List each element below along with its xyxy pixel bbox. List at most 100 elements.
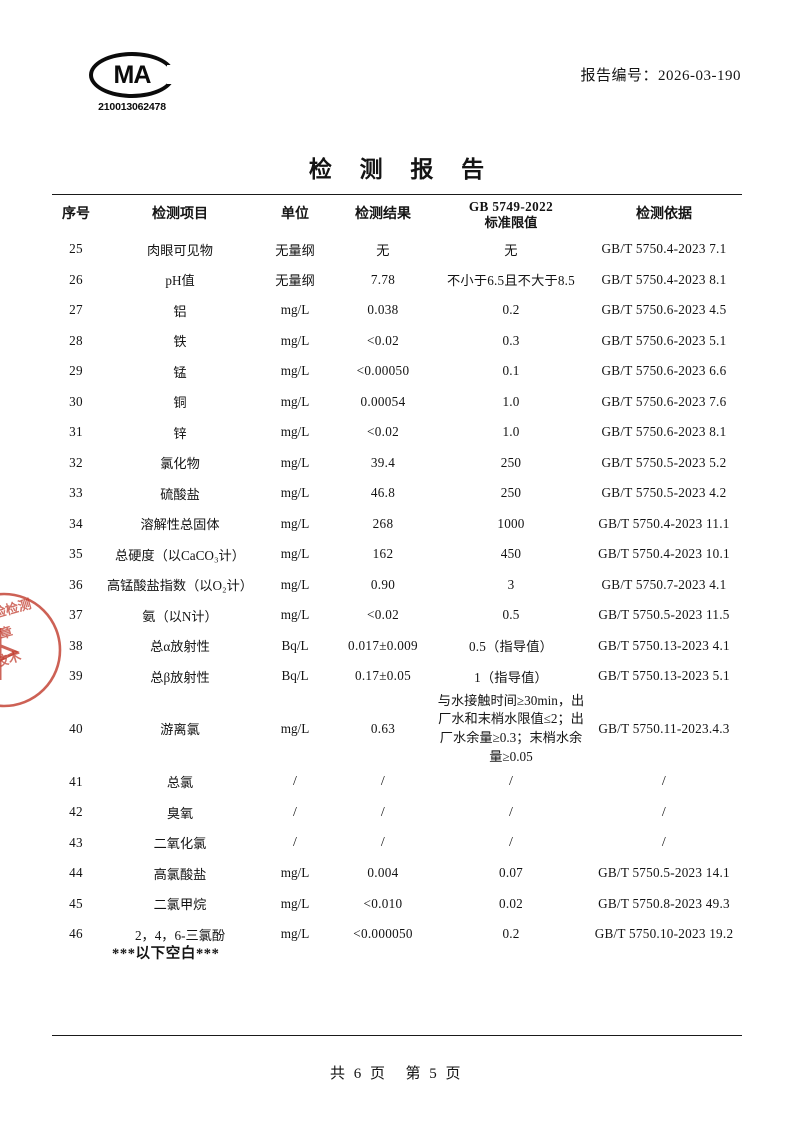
not-applicable-mark: / <box>380 774 386 790</box>
column-header-limit: GB 5749-2022 标准限值 <box>436 198 586 234</box>
table-body: 25 肉眼可见物 无量纲无无 GB/T 5750.4-2023 7.1 26 pH值 无量纲… <box>52 234 742 949</box>
cell-method: / <box>586 797 742 828</box>
cell-no: 35 <box>69 546 83 562</box>
cell-limit: 0.07 <box>499 865 523 881</box>
cell-no: 25 <box>69 241 83 257</box>
table-row: 30 铜 mg/L 0.00054 1.0 GB/T 5750.6-2023 7.6 <box>52 387 742 418</box>
cell-method: GB/T 5750.6-2023 7.6 <box>601 393 727 409</box>
cell-result: 268 <box>372 515 394 531</box>
cell-no: 33 <box>69 485 83 501</box>
cell-limit: 1.0 <box>502 424 520 440</box>
cell-method: GB/T 5750.5-2023 14.1 <box>598 865 730 881</box>
column-header-method: 检测依据 <box>636 207 692 223</box>
cell-method: GB/T 5750.11-2023.4.3 <box>598 720 730 736</box>
cell-result: / <box>330 766 436 797</box>
standard-code-label: GB 5749-2022 <box>468 198 554 214</box>
cell-no: 45 <box>69 895 83 911</box>
cell-result: 0.038 <box>367 302 399 318</box>
cell-limit: 0.2 <box>502 926 520 942</box>
standard-limit-label: 标准限值 <box>484 215 538 230</box>
table-row: 42 臭氧 / / / / <box>52 797 742 828</box>
table-bottom-rule <box>52 1035 742 1036</box>
cell-no: 40 <box>69 720 83 736</box>
cell-no: 41 <box>69 773 83 789</box>
cell-method: GB/T 5750.4-2023 7.1 <box>601 241 727 257</box>
document-header: MA 210013062478 报告编号：2026-03-190 <box>0 52 793 122</box>
cell-result: 0.004 <box>367 865 399 881</box>
cell-no: 43 <box>69 834 83 850</box>
not-applicable-mark: / <box>293 835 297 851</box>
cell-no: 31 <box>69 424 83 440</box>
table-row: 28 铁 mg/L <0.02 0.3 GB/T 5750.6-2023 5.1 <box>52 326 742 357</box>
cell-method: GB/T 5750.4-2023 10.1 <box>598 546 730 562</box>
blank-below-note: ***以下空白*** <box>112 946 220 962</box>
cell-limit: 0.1 <box>502 363 520 379</box>
cell-item: 铝 <box>173 303 187 319</box>
current-page: 第 5 页 <box>405 1066 464 1082</box>
cell-no: 34 <box>69 515 83 531</box>
column-header-item: 检测项目 <box>152 207 208 223</box>
cell-unit: mg/L <box>280 485 310 501</box>
cell-limit: 0.5 <box>502 607 520 623</box>
cell-item: 高锰酸盐指数（以O₂计） <box>107 578 253 594</box>
cell-method: GB/T 5750.6-2023 4.5 <box>601 302 727 318</box>
cell-result: / <box>330 797 436 828</box>
cell-item: 氨（以N计） <box>142 608 218 624</box>
cell-unit: / <box>260 766 330 797</box>
cell-unit: 无量纲 <box>275 242 315 258</box>
cell-item: pH值 <box>165 273 195 289</box>
cell-no: 26 <box>69 271 83 287</box>
cell-method: GB/T 5750.5-2023 11.5 <box>598 607 730 623</box>
table-row: 44 高氯酸盐 mg/L 0.004 0.07 GB/T 5750.5-2023 14.1 <box>52 858 742 889</box>
table-row: 26 pH值 无量纲 7.78 不小于6.5且不大于8.5 GB/T 5750.4-202… <box>52 265 742 296</box>
cell-limit: 0.02 <box>499 895 523 911</box>
cell-item: 氯化物 <box>160 456 200 472</box>
cell-limit: 无 <box>504 242 518 258</box>
cell-limit: / <box>436 797 586 828</box>
cell-method: / <box>586 766 742 797</box>
table-top-rule <box>52 194 742 195</box>
cell-item: 锌 <box>173 425 187 441</box>
cell-method: GB/T 5750.6-2023 6.6 <box>601 363 727 379</box>
cell-item: 二氧化氯 <box>153 836 207 852</box>
table-header-row: 序号 检测项目 单位 检测结果 GB 5749-2022 标准限值 检测依据 <box>52 198 742 234</box>
cell-method: GB/T 5750.5-2023 4.2 <box>601 485 727 501</box>
cell-item: 臭氧 <box>166 805 194 821</box>
cell-result: 无 <box>376 242 390 258</box>
cell-unit: mg/L <box>280 895 310 911</box>
cell-item: 硫酸盐 <box>160 486 200 502</box>
cell-result: 0.00054 <box>360 393 406 409</box>
cell-method: / <box>586 827 742 858</box>
cell-no: 42 <box>69 804 83 820</box>
cell-item: 总α放射性 <box>150 639 210 655</box>
cell-result: 0.17±0.05 <box>354 668 412 684</box>
cell-result: 162 <box>372 546 394 562</box>
cell-result: <0.010 <box>363 895 403 911</box>
table-row: 32 氯化物 mg/L 39.4 250 GB/T 5750.5-2023 5.2 <box>52 448 742 479</box>
not-applicable-mark: / <box>380 804 386 820</box>
cell-limit: 不小于6.5且不大于8.5 <box>447 273 575 289</box>
cell-limit: / <box>436 827 586 858</box>
report-number: 报告编号：2026-03-190 <box>580 64 741 85</box>
cell-result: 39.4 <box>370 454 396 470</box>
cell-no: 44 <box>69 865 83 881</box>
cell-limit: 1（指导值） <box>474 669 548 685</box>
cell-item: 溶解性总固体 <box>140 517 220 533</box>
cell-item: 肉眼可见物 <box>147 242 213 258</box>
table-row: 45 二氯甲烷 mg/L <0.010 0.02 GB/T 5750.8-2023 49.… <box>52 888 742 919</box>
cell-unit: mg/L <box>280 926 310 942</box>
not-applicable-mark: / <box>293 774 297 790</box>
cell-unit: mg/L <box>280 393 310 409</box>
table-row: 25 肉眼可见物 无量纲 无 无 GB/T 5750.4-2023 7.1 <box>52 234 742 265</box>
cell-method: GB/T 5750.4-2023 8.1 <box>601 271 727 287</box>
column-header-no: 序号 <box>62 207 90 223</box>
cell-result: 0.90 <box>370 576 396 592</box>
total-pages: 共 6 页 <box>329 1066 388 1082</box>
cell-method: GB/T 5750.13-2023 4.1 <box>598 637 730 653</box>
cell-no: 30 <box>69 393 83 409</box>
cell-unit: Bq/L <box>281 637 309 653</box>
table-row: 27 铝 mg/L 0.038 0.2 GB/T 5750.6-2023 4.5 <box>52 295 742 326</box>
cell-item: 总β放射性 <box>150 669 210 685</box>
cell-unit: 无量纲 <box>275 273 315 289</box>
cell-method: GB/T 5750.13-2023 5.1 <box>598 668 730 684</box>
